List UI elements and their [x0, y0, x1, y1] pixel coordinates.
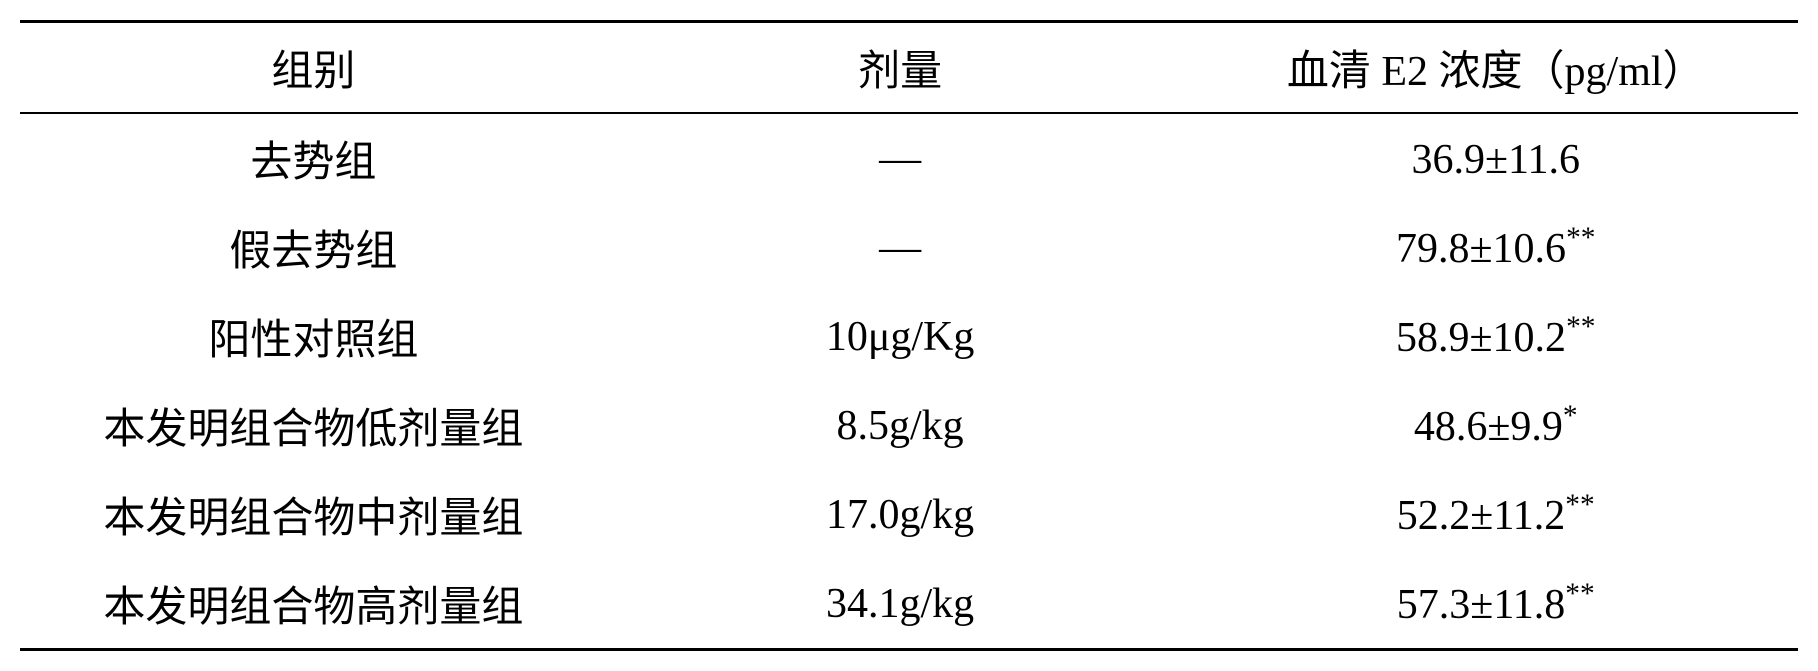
col-header-dose: 剂量	[607, 22, 1194, 114]
cell-dose: —	[607, 113, 1194, 203]
table-row: 本发明组合物低剂量组 8.5g/kg 48.6±9.9*	[20, 381, 1798, 470]
data-table-container: 组别 剂量 血清 E2 浓度（pg/ml） 去势组 — 36.9±11.6 假去…	[20, 20, 1798, 651]
cell-group: 本发明组合物低剂量组	[20, 381, 607, 470]
cell-dose: —	[607, 203, 1194, 292]
cell-group: 本发明组合物中剂量组	[20, 470, 607, 559]
cell-conc: 52.2±11.2**	[1193, 470, 1798, 559]
cell-dose: 8.5g/kg	[607, 381, 1194, 470]
cell-dose: 17.0g/kg	[607, 470, 1194, 559]
cell-group: 本发明组合物高剂量组	[20, 559, 607, 650]
table-body: 去势组 — 36.9±11.6 假去势组 — 79.8±10.6** 阳性对照组…	[20, 113, 1798, 650]
cell-group: 去势组	[20, 113, 607, 203]
cell-conc: 57.3±11.8**	[1193, 559, 1798, 650]
cell-group: 假去势组	[20, 203, 607, 292]
cell-conc: 36.9±11.6	[1193, 113, 1798, 203]
cell-dose: 34.1g/kg	[607, 559, 1194, 650]
col-header-conc: 血清 E2 浓度（pg/ml）	[1193, 22, 1798, 114]
significance-marker: **	[1566, 222, 1595, 254]
cell-group: 阳性对照组	[20, 292, 607, 381]
table-row: 去势组 — 36.9±11.6	[20, 113, 1798, 203]
cell-conc: 58.9±10.2**	[1193, 292, 1798, 381]
col-header-group: 组别	[20, 22, 607, 114]
table-row: 阳性对照组 10μg/Kg 58.9±10.2**	[20, 292, 1798, 381]
table-header-row: 组别 剂量 血清 E2 浓度（pg/ml）	[20, 22, 1798, 114]
table-row: 假去势组 — 79.8±10.6**	[20, 203, 1798, 292]
table-row: 本发明组合物中剂量组 17.0g/kg 52.2±11.2**	[20, 470, 1798, 559]
significance-marker: *	[1563, 400, 1578, 432]
significance-marker: **	[1565, 489, 1594, 521]
cell-conc: 79.8±10.6**	[1193, 203, 1798, 292]
cell-conc: 48.6±9.9*	[1193, 381, 1798, 470]
cell-dose: 10μg/Kg	[607, 292, 1194, 381]
significance-marker: **	[1565, 578, 1594, 610]
significance-marker: **	[1566, 311, 1595, 343]
table-row: 本发明组合物高剂量组 34.1g/kg 57.3±11.8**	[20, 559, 1798, 650]
data-table: 组别 剂量 血清 E2 浓度（pg/ml） 去势组 — 36.9±11.6 假去…	[20, 20, 1798, 651]
